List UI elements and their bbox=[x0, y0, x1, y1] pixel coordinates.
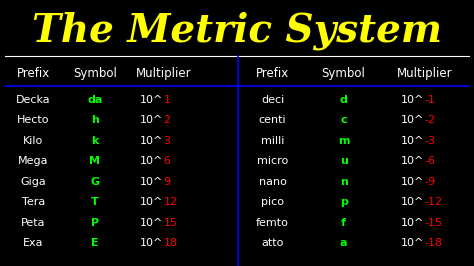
Text: 10^: 10^ bbox=[140, 95, 164, 105]
Text: 3: 3 bbox=[164, 136, 171, 146]
Text: h: h bbox=[91, 115, 99, 125]
Text: P: P bbox=[91, 218, 99, 228]
Text: 10^: 10^ bbox=[401, 197, 424, 207]
Text: 10^: 10^ bbox=[401, 218, 424, 228]
Text: Decka: Decka bbox=[16, 95, 51, 105]
Text: 10^: 10^ bbox=[140, 156, 164, 166]
Text: 10^: 10^ bbox=[140, 136, 164, 146]
Text: 10^: 10^ bbox=[401, 177, 424, 187]
Text: Multiplier: Multiplier bbox=[136, 67, 191, 80]
Text: p: p bbox=[340, 197, 347, 207]
Text: deci: deci bbox=[261, 95, 284, 105]
Text: Hecto: Hecto bbox=[17, 115, 49, 125]
Text: Giga: Giga bbox=[20, 177, 46, 187]
Text: 12: 12 bbox=[164, 197, 178, 207]
Text: femto: femto bbox=[256, 218, 289, 228]
Text: da: da bbox=[87, 95, 102, 105]
Text: -6: -6 bbox=[424, 156, 435, 166]
Text: Mega: Mega bbox=[18, 156, 48, 166]
Text: 10^: 10^ bbox=[140, 238, 164, 248]
Text: G: G bbox=[90, 177, 100, 187]
Text: 18: 18 bbox=[164, 238, 178, 248]
Text: Prefix: Prefix bbox=[256, 67, 289, 80]
Text: The Metric System: The Metric System bbox=[32, 12, 442, 51]
Text: Exa: Exa bbox=[23, 238, 44, 248]
Text: 10^: 10^ bbox=[401, 238, 424, 248]
Text: Multiplier: Multiplier bbox=[396, 67, 452, 80]
Text: 10^: 10^ bbox=[401, 95, 424, 105]
Text: -1: -1 bbox=[424, 95, 435, 105]
Text: u: u bbox=[340, 156, 347, 166]
Text: 10^: 10^ bbox=[140, 177, 164, 187]
Text: 10^: 10^ bbox=[401, 136, 424, 146]
Text: 9: 9 bbox=[164, 177, 171, 187]
Text: m: m bbox=[338, 136, 349, 146]
Text: -18: -18 bbox=[424, 238, 442, 248]
Text: -3: -3 bbox=[424, 136, 435, 146]
Text: c: c bbox=[340, 115, 347, 125]
Text: f: f bbox=[341, 218, 346, 228]
Text: Prefix: Prefix bbox=[17, 67, 50, 80]
Text: Tera: Tera bbox=[21, 197, 45, 207]
Text: n: n bbox=[340, 177, 347, 187]
Text: 6: 6 bbox=[164, 156, 171, 166]
Text: 2: 2 bbox=[164, 115, 171, 125]
Text: pico: pico bbox=[261, 197, 284, 207]
Text: E: E bbox=[91, 238, 99, 248]
Text: 10^: 10^ bbox=[140, 197, 164, 207]
Text: micro: micro bbox=[257, 156, 288, 166]
Text: 10^: 10^ bbox=[140, 115, 164, 125]
Text: -2: -2 bbox=[424, 115, 435, 125]
Text: M: M bbox=[89, 156, 100, 166]
Text: d: d bbox=[340, 95, 347, 105]
Text: 10^: 10^ bbox=[140, 218, 164, 228]
Text: T: T bbox=[91, 197, 99, 207]
Text: nano: nano bbox=[259, 177, 286, 187]
Text: 1: 1 bbox=[164, 95, 171, 105]
Text: 15: 15 bbox=[164, 218, 178, 228]
Text: 10^: 10^ bbox=[401, 115, 424, 125]
Text: k: k bbox=[91, 136, 99, 146]
Text: a: a bbox=[340, 238, 347, 248]
Text: Symbol: Symbol bbox=[322, 67, 365, 80]
Text: milli: milli bbox=[261, 136, 284, 146]
Text: 10^: 10^ bbox=[401, 156, 424, 166]
Text: -9: -9 bbox=[424, 177, 435, 187]
Text: atto: atto bbox=[261, 238, 284, 248]
Text: Kilo: Kilo bbox=[23, 136, 43, 146]
Text: Symbol: Symbol bbox=[73, 67, 117, 80]
Text: -15: -15 bbox=[424, 218, 442, 228]
Text: -12: -12 bbox=[424, 197, 442, 207]
Text: centi: centi bbox=[259, 115, 286, 125]
Text: Peta: Peta bbox=[21, 218, 46, 228]
